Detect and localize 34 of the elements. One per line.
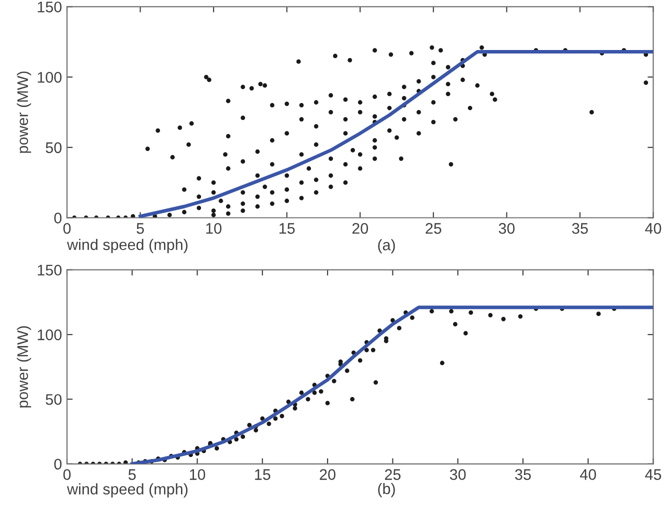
y-tick-label: 100	[38, 72, 62, 83]
y-tick-label: 50	[46, 142, 62, 154]
text: (a)	[378, 239, 395, 254]
text: (b)	[378, 482, 395, 498]
x-tick-label: 40	[580, 469, 596, 480]
x-tick-label: 5	[128, 469, 136, 480]
x-tick-label: 5	[136, 223, 144, 234]
x-tick-label: 35	[515, 469, 531, 480]
x-tick-label: 15	[255, 469, 270, 480]
x-axis-title: wind speed (mph)	[66, 238, 188, 254]
x-tick-label: 25	[384, 469, 401, 480]
x-tick-label: 10	[190, 469, 206, 480]
y-tick-label: 150	[38, 2, 62, 12]
x-tick-label: 0	[63, 469, 71, 480]
x-tick-label: 40	[645, 223, 662, 234]
y-tick-label: 0	[54, 212, 62, 224]
x-tick-label: 35	[572, 223, 588, 234]
x-tick-label: 10	[206, 223, 222, 234]
y-tick-label: 100	[38, 329, 62, 340]
x-tick-label: 15	[280, 223, 295, 234]
y-axis-title: power (MW)	[16, 326, 32, 408]
x-tick-label: 20	[320, 469, 336, 480]
x-tick-label: 0	[63, 223, 71, 234]
y-tick-label: 150	[38, 264, 62, 276]
y-axis-title: power (MW)	[16, 72, 32, 153]
x-tick-label: 30	[450, 469, 466, 480]
x-axis-title: wind speed (mph)	[66, 483, 188, 498]
y-tick-label: 50	[46, 394, 62, 405]
line-series	[130, 306, 654, 464]
x-tick-label: 25	[426, 223, 442, 234]
x-tick-label: 45	[645, 469, 662, 480]
y-tick-label: 0	[54, 458, 62, 470]
x-tick-label: 20	[352, 223, 368, 234]
x-tick-label: 30	[498, 223, 515, 234]
